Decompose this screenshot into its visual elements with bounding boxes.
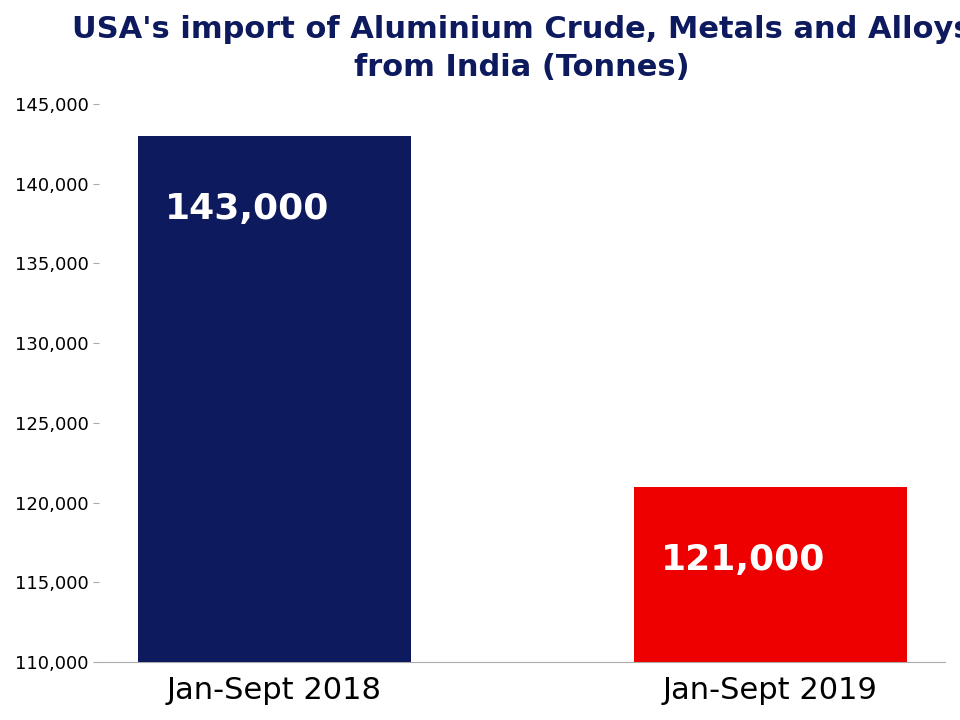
Bar (137, 136, 411, 662)
Text: 121,000: 121,000 (661, 542, 826, 577)
Text: 143,000: 143,000 (165, 192, 329, 225)
Bar (634, 487, 906, 662)
Title: USA's import of Aluminium Crude, Metals and Alloys
from India (Tonnes): USA's import of Aluminium Crude, Metals … (72, 15, 960, 82)
